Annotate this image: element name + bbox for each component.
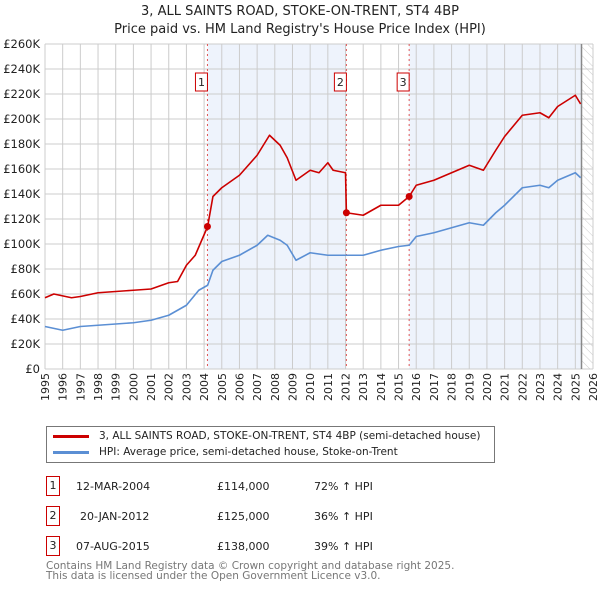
sale-point xyxy=(342,209,350,217)
x-tick-label: 2018 xyxy=(446,373,459,401)
series-line xyxy=(44,94,582,299)
sale-label-box xyxy=(396,72,410,92)
sale-point xyxy=(203,223,211,230)
sale-point xyxy=(405,193,413,200)
sale-badge: 2 xyxy=(46,506,60,526)
y-tick-label: £180K xyxy=(3,137,40,151)
y-tick-label: £200K xyxy=(3,112,40,126)
x-tick-label: 2014 xyxy=(375,373,388,401)
x-tick-label: 2011 xyxy=(322,373,335,401)
x-tick-label: 2023 xyxy=(534,373,547,401)
y-tick-label: £0 xyxy=(25,362,40,376)
x-tick-label: 2016 xyxy=(410,373,423,401)
x-tick-label: 2019 xyxy=(463,373,476,401)
sale-label: 2 xyxy=(337,76,344,89)
sale-label-box xyxy=(194,72,208,92)
forecast-hatch xyxy=(581,44,593,369)
y-tick-label: £100K xyxy=(3,237,40,251)
x-tick-label: 1995 xyxy=(39,373,52,401)
y-tick-label: £140K xyxy=(3,187,40,201)
x-tick-label: 2013 xyxy=(357,373,370,401)
x-tick-label: 2006 xyxy=(233,373,246,401)
footer: Contains HM Land Registry data © Crown c… xyxy=(46,560,455,582)
x-tick-label: 2008 xyxy=(269,373,282,401)
legend-swatch-red xyxy=(53,434,89,438)
transaction-row: 3 07-AUG-2015 £138,000 39% ↑ HPI xyxy=(46,536,446,556)
sale-price: £125,000 xyxy=(217,510,270,523)
sale-hpi: 36% ↑ HPI xyxy=(314,510,373,523)
x-tick-label: 2022 xyxy=(516,373,529,401)
x-tick-label: 1999 xyxy=(110,373,123,401)
y-tick-label: £60K xyxy=(11,287,41,301)
chart-title: 3, ALL SAINTS ROAD, STOKE-ON-TRENT, ST4 … xyxy=(141,4,459,19)
legend-swatch-blue xyxy=(53,450,89,454)
legend-item-hpi: HPI: Average price, semi-detached house,… xyxy=(53,446,398,458)
sale-badge: 3 xyxy=(46,536,60,556)
y-tick-label: £40K xyxy=(11,312,41,326)
legend-item-property: 3, ALL SAINTS ROAD, STOKE-ON-TRENT, ST4 … xyxy=(53,430,480,442)
legend-label: HPI: Average price, semi-detached house,… xyxy=(99,446,398,458)
x-tick-label: 2015 xyxy=(393,373,406,401)
sale-label-box xyxy=(333,72,347,92)
x-tick-label: 2009 xyxy=(286,373,299,401)
transaction-row: 1 12-MAR-2004 £114,000 72% ↑ HPI xyxy=(46,476,446,496)
sale-label: 1 xyxy=(198,76,205,89)
x-tick-label: 2020 xyxy=(481,373,494,401)
x-tick-label: 2002 xyxy=(163,373,176,401)
y-tick-label: £80K xyxy=(11,262,41,276)
y-tick-label: £20K xyxy=(11,337,41,351)
x-tick-label: 2003 xyxy=(180,373,193,401)
sale-hpi: 72% ↑ HPI xyxy=(314,480,373,493)
y-tick-label: £160K xyxy=(3,162,40,176)
x-tick-label: 2007 xyxy=(251,373,264,401)
x-tick-label: 2005 xyxy=(216,373,229,401)
x-tick-label: 2000 xyxy=(127,373,140,401)
x-tick-label: 2017 xyxy=(428,373,441,401)
owned-period-shade xyxy=(207,44,347,369)
legend: 3, ALL SAINTS ROAD, STOKE-ON-TRENT, ST4 … xyxy=(46,426,495,463)
x-tick-label: 1997 xyxy=(74,373,87,401)
sale-price: £138,000 xyxy=(217,540,270,553)
y-tick-label: £120K xyxy=(3,212,40,226)
chart-subtitle: Price paid vs. HM Land Registry's House … xyxy=(114,22,486,37)
transaction-row: 2 20-JAN-2012 £125,000 36% ↑ HPI xyxy=(46,506,446,526)
sale-hpi: 39% ↑ HPI xyxy=(314,540,373,553)
x-tick-label: 2024 xyxy=(552,373,565,401)
x-tick-label: 2026 xyxy=(587,373,600,401)
footer-copyright: Contains HM Land Registry data © Crown c… xyxy=(46,560,455,572)
x-tick-label: 2010 xyxy=(304,373,317,401)
sale-price: £114,000 xyxy=(217,480,270,493)
sale-date: 20-JAN-2012 xyxy=(80,510,150,523)
sale-date: 12-MAR-2004 xyxy=(76,480,151,493)
x-tick-label: 2021 xyxy=(499,373,512,401)
x-tick-label: 2004 xyxy=(198,373,211,401)
x-tick-label: 2001 xyxy=(145,373,158,401)
sale-date: 07-AUG-2015 xyxy=(76,540,150,553)
y-tick-label: £240K xyxy=(3,62,40,76)
y-tick-label: £220K xyxy=(3,87,40,101)
x-tick-label: 1996 xyxy=(57,373,70,401)
x-tick-label: 2025 xyxy=(569,373,582,401)
price-chart: 1995 1996 1997 1998 1999 2000 2001 2002 2003 2004… xyxy=(3,37,600,401)
series-line xyxy=(44,171,582,332)
sale-badge: 1 xyxy=(46,476,60,496)
y-tick-label: £260K xyxy=(3,37,40,51)
owned-period-shade xyxy=(409,44,582,369)
x-tick-label: 1998 xyxy=(92,373,105,401)
sale-label: 3 xyxy=(400,76,407,89)
footer-licence: This data is licensed under the Open Gov… xyxy=(46,570,381,582)
legend-label: 3, ALL SAINTS ROAD, STOKE-ON-TRENT, ST4 … xyxy=(99,430,481,442)
x-tick-label: 2012 xyxy=(340,373,353,401)
